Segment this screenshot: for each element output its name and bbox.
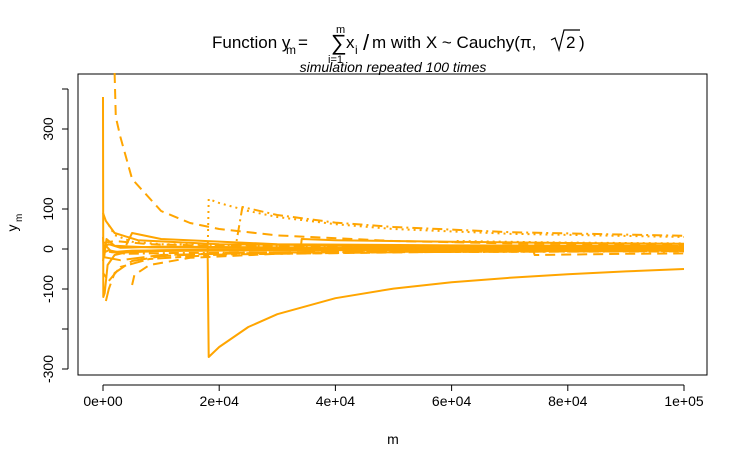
title-sum-lower: i=1 bbox=[328, 54, 343, 66]
y-axis-label: y bbox=[4, 225, 20, 232]
y-tick-label: -300 bbox=[40, 355, 56, 383]
title-after-slash: m with X ~ Cauchy(π, bbox=[372, 33, 536, 52]
x-axis: 0e+00 2e+04 4e+04 6e+04 8e+04 1e+05 bbox=[83, 384, 704, 409]
title-prefix-sub: m bbox=[286, 43, 296, 57]
y-tick-label: 0 bbox=[40, 245, 56, 253]
title-sum-upper: m bbox=[336, 24, 345, 36]
y-tick-label: 300 bbox=[40, 117, 56, 141]
plot-frame bbox=[77, 73, 708, 376]
chart-subtitle: simulation repeated 100 times bbox=[300, 59, 487, 75]
series-line-6 bbox=[104, 249, 685, 302]
title-close-paren: ) bbox=[579, 33, 585, 52]
series-line-3 bbox=[206, 198, 685, 256]
title-slash: / bbox=[363, 30, 370, 55]
x-tick-label: 6e+04 bbox=[432, 393, 472, 409]
series-line-2 bbox=[113, 72, 685, 246]
series-line-5 bbox=[206, 248, 685, 358]
x-tick-label: 8e+04 bbox=[548, 393, 588, 409]
chart-title: Function y m = ∑ m i=1 x i / m with X ~ … bbox=[212, 24, 585, 66]
title-eq: = bbox=[298, 33, 308, 52]
series-line-8 bbox=[131, 250, 685, 286]
series-line-21 bbox=[102, 248, 685, 254]
series-line-19 bbox=[531, 249, 685, 256]
series-line-20 bbox=[102, 243, 685, 249]
y-axis: -300 -100 0 100 300 bbox=[40, 88, 69, 383]
series-line-1 bbox=[102, 96, 685, 298]
series-line-4 bbox=[235, 206, 685, 242]
title-x-sub: i bbox=[355, 43, 358, 57]
y-axis-label-group: y m bbox=[4, 214, 25, 232]
title-sqrt-sign bbox=[550, 29, 580, 53]
title-x-term: x bbox=[346, 33, 355, 52]
series-line-18 bbox=[450, 240, 685, 250]
series-layer bbox=[102, 72, 685, 358]
title-sqrt-arg: 2 bbox=[566, 33, 575, 52]
title-sigma: ∑ bbox=[331, 30, 347, 55]
y-tick-label: -100 bbox=[40, 275, 56, 303]
series-line-10 bbox=[102, 250, 685, 282]
y-tick-label: 100 bbox=[40, 197, 56, 221]
x-tick-label: 4e+04 bbox=[316, 393, 356, 409]
y-axis-label-sub: m bbox=[14, 214, 25, 222]
title-prefix: Function y bbox=[212, 33, 291, 52]
x-tick-label: 1e+05 bbox=[664, 393, 704, 409]
x-axis-label: m bbox=[387, 431, 399, 447]
x-tick-label: 2e+04 bbox=[200, 393, 240, 409]
x-tick-label: 0e+00 bbox=[83, 393, 123, 409]
series-line-12 bbox=[299, 238, 685, 252]
